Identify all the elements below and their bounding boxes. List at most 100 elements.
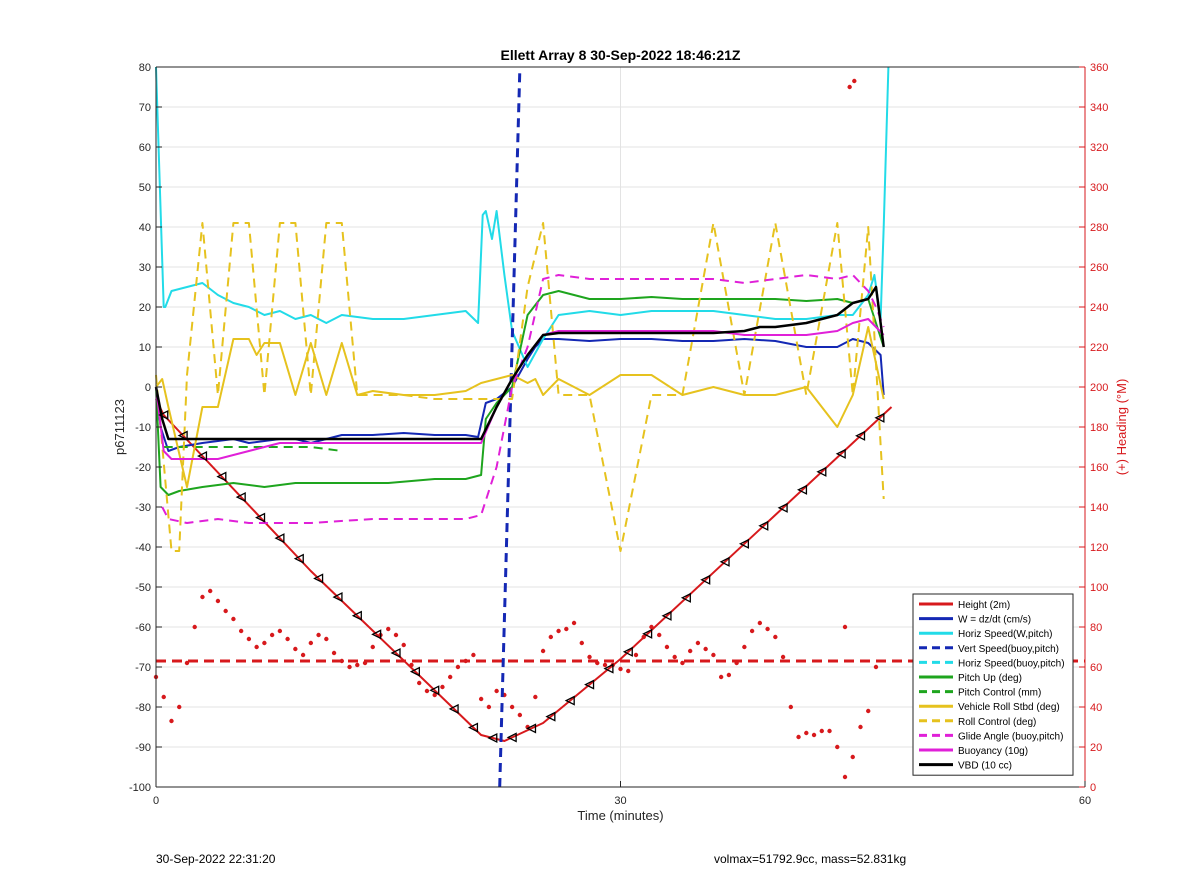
heading-point [231,616,236,622]
y-tick-label: -20 [135,462,151,474]
y2-tick-label: 320 [1090,142,1108,154]
heading-point [811,732,817,738]
heading-point [827,728,832,734]
heading-point [339,658,344,664]
heading-point [316,632,321,638]
height-marker [293,553,304,564]
heading-point [192,624,197,630]
heading-point [509,704,515,710]
heading-point [517,712,523,718]
height-marker [487,732,498,744]
height-marker [158,409,169,421]
heading-point [207,588,213,594]
heading-point [494,688,499,694]
height-marker [777,502,788,513]
y2-tick-label: 220 [1090,342,1108,354]
y2-tick-label: 280 [1090,222,1108,234]
height-marker [680,592,691,603]
heading-point [223,608,228,614]
y-tick-label: 60 [139,142,151,154]
legend-label: W = dz/dt (cm/s) [958,615,1031,626]
heading-point [246,636,252,642]
height-marker [429,685,440,696]
heading-point [447,674,453,680]
heading-point [796,734,801,740]
heading-point [749,628,755,634]
y-tick-label: 80 [139,62,151,74]
series-line-8 [155,222,885,552]
height-marker [351,610,362,621]
series-line-3 [498,66,522,788]
footer-vehicle-info: volmax=51792.9cc, mass=52.831kg [714,852,907,866]
chart-title: Ellett Array 8 30-Sep-2022 18:46:21Z [501,47,741,63]
heading-point [432,692,437,698]
heading-point [587,654,592,660]
heading-point [564,626,569,632]
heading-point [417,680,422,686]
heading-point [533,694,538,700]
y-tick-label: -70 [135,662,151,674]
height-marker [467,722,479,733]
y2-tick-label: 40 [1090,702,1102,714]
y-tick-label: -60 [135,622,151,634]
heading-point [486,704,492,710]
heading-point [866,708,871,714]
heading-point [711,652,716,658]
heading-point [293,646,298,652]
height-marker [545,711,556,722]
heading-point [200,594,205,600]
heading-point [765,626,770,632]
heading-point [773,634,778,640]
legend-label: Pitch Up (deg) [958,673,1022,684]
y-tick-label: 0 [145,382,151,394]
height-marker [371,629,382,640]
height-marker [796,484,808,495]
heading-point [579,640,584,646]
height-marker [313,573,324,584]
legend-label: Roll Control (deg) [958,717,1036,728]
y-tick-label: 70 [139,102,151,114]
x-axis-label: Time (minutes) [577,808,663,823]
legend-label: Pitch Control (mm) [958,688,1041,699]
y2-tick-label: 240 [1090,302,1108,314]
series-layer [153,66,1085,788]
heading-point [393,632,399,638]
legend-label: Horiz Speed(W,pitch) [958,629,1052,640]
height-marker [642,628,653,639]
heading-point [238,628,244,634]
heading-point [842,624,848,630]
y-tick-label: -80 [135,702,151,714]
series-line-9 [161,274,885,524]
heading-point [595,660,600,666]
y2-tick-label: 300 [1090,182,1108,194]
heading-point [370,644,375,650]
axes: 80706050403020100-10-20-30-40-50-60-70-8… [112,47,1129,823]
legend-label: VBD (10 cc) [958,761,1012,772]
heading-point [850,754,855,760]
y-tick-label: 10 [139,342,151,354]
height-marker [255,512,266,523]
y2-tick-label: 80 [1090,622,1102,634]
height-marker [506,732,517,743]
y-tick-label: -90 [135,742,151,754]
height-marker [855,430,866,441]
heading-point [780,654,786,660]
height-marker [235,492,246,503]
heading-point [873,664,879,670]
heading-point [602,662,608,668]
y2-tick-label: 0 [1090,782,1096,794]
heading-point [455,664,461,670]
y2-tick-label: 360 [1090,62,1108,74]
heading-point [847,84,852,90]
series-line-11 [154,285,885,441]
heading-point [852,78,857,84]
height-marker [719,556,730,567]
heading-point [664,644,670,650]
heading-point [161,694,166,700]
heading-point [440,684,445,690]
y-tick-label: -30 [135,502,151,514]
heading-point [680,660,685,666]
heading-point [355,662,360,668]
height-marker [177,430,188,441]
heading-point [734,660,739,666]
